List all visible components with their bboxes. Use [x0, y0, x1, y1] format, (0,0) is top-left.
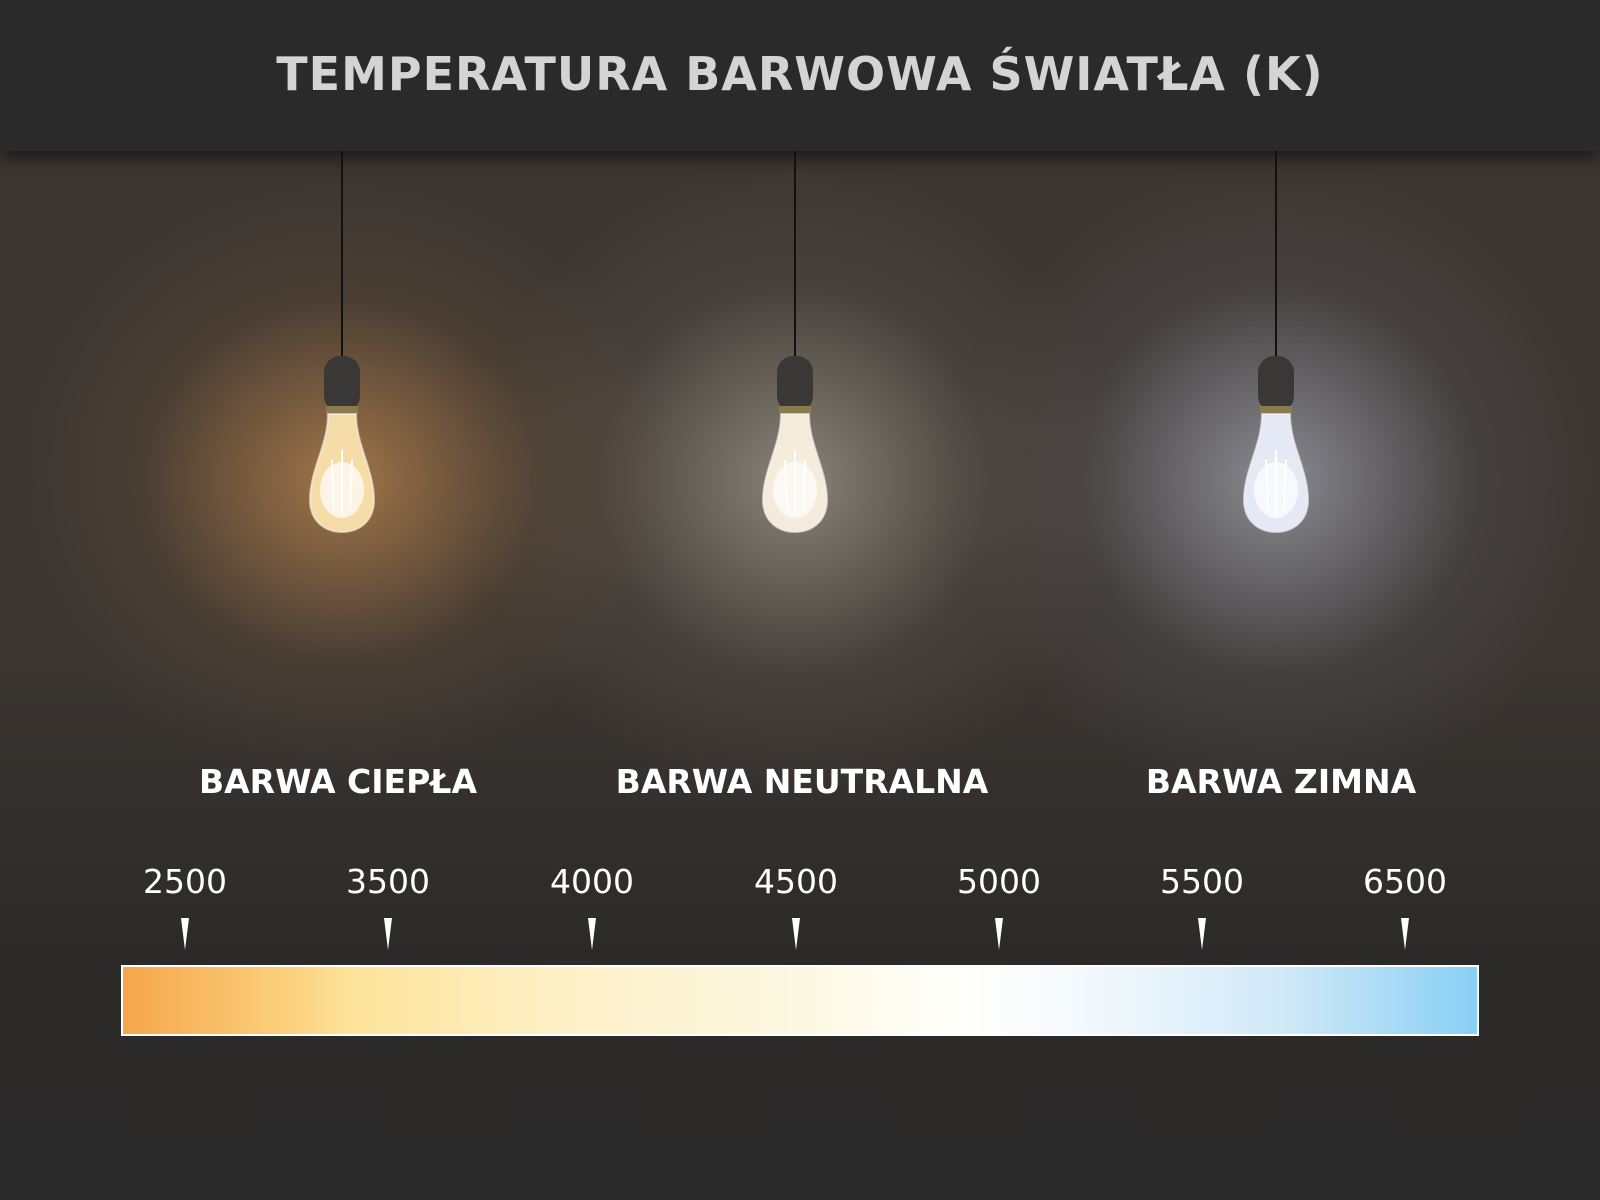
tick-marker	[995, 918, 1003, 950]
tick-label: 5000	[957, 862, 1041, 901]
tick-marker	[1401, 918, 1409, 950]
tick-marker	[181, 918, 189, 950]
tick-label: 2500	[143, 862, 227, 901]
bulb-cord	[794, 151, 796, 356]
light-bulb-icon	[1236, 350, 1316, 540]
label-neutral: BARWA NEUTRALNA	[615, 762, 989, 801]
tick-label: 5500	[1160, 862, 1244, 901]
label-cold: BARWA ZIMNA	[1145, 762, 1417, 801]
label-warm: BARWA CIEPŁA	[198, 762, 478, 801]
bulb-cord	[1275, 151, 1277, 356]
tick-label: 4000	[550, 862, 634, 901]
header-band: TEMPERATURA BARWOWA ŚWIATŁA (K)	[0, 0, 1600, 151]
light-bulb-icon	[755, 350, 835, 540]
tick-label: 4500	[754, 862, 838, 901]
tick-label: 3500	[346, 862, 430, 901]
tick-label: 6500	[1363, 862, 1447, 901]
color-temperature-gradient-bar	[121, 965, 1479, 1036]
tick-marker	[1198, 918, 1206, 950]
page-title: TEMPERATURA BARWOWA ŚWIATŁA (K)	[276, 46, 1324, 101]
tick-marker	[588, 918, 596, 950]
tick-marker	[792, 918, 800, 950]
bulb-cord	[341, 151, 343, 356]
tick-marker	[384, 918, 392, 950]
light-bulb-icon	[302, 350, 382, 540]
